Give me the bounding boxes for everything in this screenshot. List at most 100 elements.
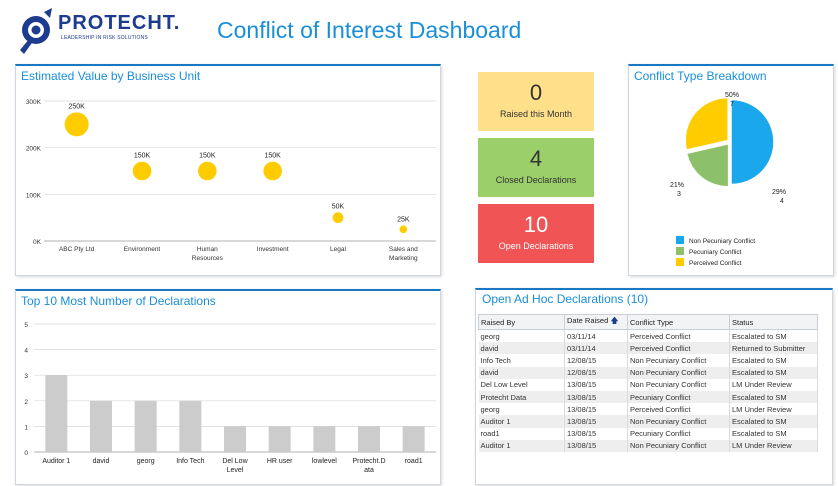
bar	[134, 400, 157, 452]
pie-count-label: 4	[780, 198, 784, 205]
table-cell: Pecuniary Conflict	[627, 427, 730, 440]
table-cell: 13/08/15	[564, 427, 628, 440]
value-bubble	[198, 161, 217, 181]
bar	[224, 426, 246, 452]
table-row[interactable]: Auditor 1 13/08/15 Non Pecuniary Conflict E…	[478, 415, 818, 428]
conflict-breakdown-panel: Conflict Type Breakdown 50% 7 21% 3 29% 4 Non …	[628, 64, 834, 276]
table-cell: LM Under Review	[729, 403, 818, 416]
x-tick-label: Info Tech	[176, 458, 204, 465]
legend-label: Pecuniary Conflict	[689, 249, 742, 256]
x-tick-label: david	[93, 458, 110, 465]
table-cell: 12/08/15	[564, 354, 628, 367]
x-tick-label: HR user	[267, 458, 293, 465]
bar	[179, 400, 202, 452]
y-tick-label: 300K	[26, 99, 42, 106]
x-tick-label: Legal	[330, 246, 346, 253]
x-tick-label: Environment	[124, 246, 161, 253]
kpi-open-declarations[interactable]: 10 Open Declarations	[478, 204, 594, 263]
column-header-status[interactable]: Status	[729, 314, 818, 330]
table-row[interactable]: road1 13/08/15 Pecuniary Conflict Escalated…	[478, 427, 818, 440]
pie-slice	[686, 144, 729, 187]
table-row[interactable]: david 03/11/14 Perceived Conflict Returned …	[478, 342, 818, 355]
table-row[interactable]: georg 13/08/15 Perceived Conflict LM Under …	[478, 403, 818, 416]
table-cell: Protecht Data	[478, 390, 565, 404]
table-row[interactable]: Auditor 1 13/08/15 Non Pecuniary Conflict L…	[478, 439, 818, 452]
table-row[interactable]: Del Low Level 13/08/15 Non Pecuniary Confl…	[478, 378, 818, 391]
x-tick-label: ABC Pty Ltd	[59, 246, 95, 253]
table-row[interactable]: Protecht Data 13/08/15 Pecuniary Conflict E…	[478, 390, 818, 404]
pie-percent-label: 50%	[725, 92, 739, 99]
sort-up-arrow-icon[interactable]: 🡅	[610, 316, 619, 325]
y-tick-label: 4	[24, 348, 28, 355]
kpi-value: 0	[529, 80, 543, 105]
x-tick-label: Marketing	[389, 255, 418, 262]
data-label: 150K	[264, 153, 281, 160]
table-cell: 03/11/14	[564, 329, 628, 343]
panel-title: Estimated Value by Business Unit	[21, 69, 201, 83]
top10-declarations-panel: Top 10 Most Number of Declarations 0 1 2 3 4…	[15, 289, 441, 485]
table-cell: Del Low Level	[478, 378, 565, 391]
legend-swatch	[676, 236, 684, 244]
column-header-date-raised[interactable]: Date Raised 🡅	[564, 314, 628, 330]
y-tick-label: 1	[24, 424, 28, 431]
table-cell: 12/08/15	[564, 366, 628, 379]
table-cell: Non Pecuniary Conflict	[627, 378, 730, 391]
y-tick-label: 200K	[26, 146, 42, 153]
table-cell: Escalated to SM	[729, 415, 818, 428]
y-tick-label: 0K	[33, 239, 42, 246]
table-cell: LM Under Review	[729, 439, 818, 452]
table-row[interactable]: georg 03/11/14 Perceived Conflict Escalated…	[478, 329, 818, 343]
top10-bar-chart: 0 1 2 3 4 5 Auditor 1 david georg Info Tech Del Lo…	[24, 322, 436, 474]
x-tick-label: road1	[405, 458, 423, 465]
conflict-type-pie-chart: 50% 7 21% 3 29% 4 Non Pecuniary Conflict Pecuni…	[670, 92, 786, 267]
pie-count-label: 3	[677, 191, 681, 198]
table-cell: Escalated to SM	[729, 427, 818, 440]
pie-percent-label: 29%	[772, 189, 786, 196]
data-label: 50K	[332, 203, 345, 210]
table-cell: Escalated to SM	[729, 329, 818, 343]
table-cell: 13/08/15	[564, 415, 628, 428]
x-tick-label: Auditor 1	[42, 458, 70, 465]
table-cell: Non Pecuniary Conflict	[627, 354, 730, 367]
x-tick-label: Sales and	[389, 246, 418, 253]
kpi-raised-this-month[interactable]: 0 Raised this Month	[478, 72, 594, 131]
data-label: 150K	[134, 153, 151, 160]
table-row[interactable]: Info Tech 12/08/15 Non Pecuniary Conflict E…	[478, 354, 818, 367]
bar	[268, 426, 291, 452]
value-bubble	[332, 212, 344, 224]
column-header-raised-by[interactable]: Raised By	[478, 314, 565, 330]
table-cell: 13/08/15	[564, 378, 628, 391]
table-cell: Pecuniary Conflict	[627, 390, 730, 404]
table-cell: Escalated to SM	[729, 366, 818, 379]
bar	[313, 426, 336, 452]
data-label: 250K	[68, 103, 85, 110]
legend-swatch	[676, 258, 684, 266]
table-cell: Auditor 1	[478, 439, 565, 452]
value-bubble	[64, 112, 89, 137]
x-tick-label: ata	[364, 467, 374, 474]
protecht-logo: PROTECHT. LEADERSHIP IN RISK SOLUTIONS	[14, 8, 199, 56]
kpi-closed-declarations[interactable]: 4 Closed Declarations	[478, 138, 594, 197]
table-row[interactable]: david 12/08/15 Non Pecuniary Conflict Escal…	[478, 366, 818, 379]
x-tick-label: georg	[137, 458, 155, 465]
table-cell: Perceived Conflict	[627, 403, 730, 416]
x-tick-label: Protecht.D	[352, 458, 385, 465]
panel-title: Conflict Type Breakdown	[634, 69, 767, 83]
column-header-conflict-type[interactable]: Conflict Type	[627, 314, 730, 330]
kpi-label: Raised this Month	[499, 109, 573, 119]
table-cell: david	[478, 342, 565, 355]
y-tick-label: 0	[24, 450, 28, 457]
panel-title: Top 10 Most Number of Declarations	[21, 294, 216, 308]
pie-count-label: 7	[730, 101, 734, 108]
table-cell: LM Under Review	[729, 378, 818, 391]
brand-name: PROTECHT.	[58, 12, 181, 34]
legend-label: Non Pecuniary Conflict	[689, 238, 755, 245]
logo-mark-icon	[20, 8, 52, 54]
x-tick-label: Del Low	[222, 458, 248, 465]
y-tick-label: 100K	[26, 192, 42, 199]
table-cell: road1	[478, 427, 565, 440]
table-cell: Non Pecuniary Conflict	[627, 366, 730, 379]
y-tick-label: 2	[24, 399, 28, 406]
table-cell: Perceived Conflict	[627, 329, 730, 343]
legend-label: Perceived Conflict	[689, 260, 742, 267]
